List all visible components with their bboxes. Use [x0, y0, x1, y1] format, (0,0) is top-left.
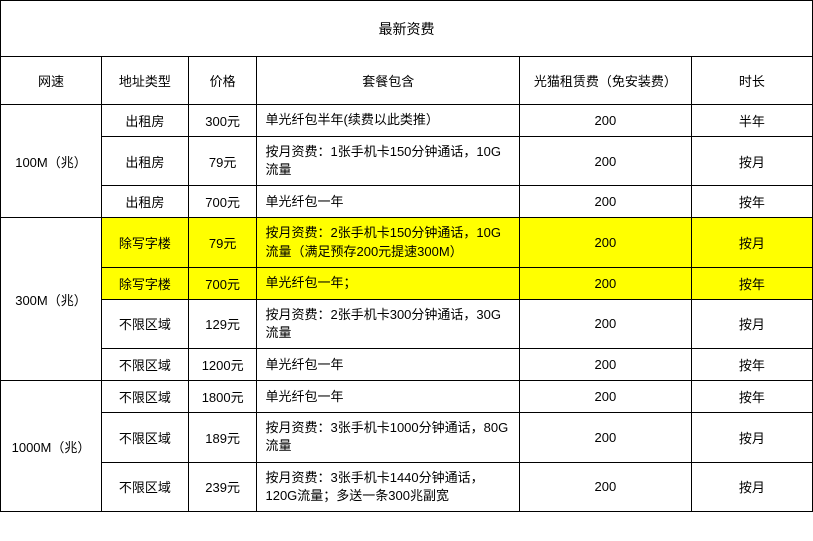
table-header-row: 网速 地址类型 价格 套餐包含 光猫租赁费（免安装费） 时长	[1, 57, 813, 105]
cell-addr: 出租房	[101, 186, 188, 218]
cell-package: 单光纤包一年	[257, 186, 520, 218]
cell-addr: 不限区域	[101, 462, 188, 511]
cell-addr: 出租房	[101, 137, 188, 186]
cell-duration: 按年	[691, 186, 812, 218]
table-row: 不限区域 239元 按月资费：3张手机卡1440分钟通话，120G流量；多送一条…	[1, 462, 813, 511]
cell-modem: 200	[520, 105, 692, 137]
cell-price: 300元	[188, 105, 257, 137]
col-header-addr: 地址类型	[101, 57, 188, 105]
table-row: 300M（兆） 除写字楼 79元 按月资费：2张手机卡150分钟通话，10G流量…	[1, 218, 813, 267]
cell-modem: 200	[520, 462, 692, 511]
cell-price: 79元	[188, 218, 257, 267]
cell-modem: 200	[520, 349, 692, 381]
cell-addr: 不限区域	[101, 413, 188, 462]
cell-package: 按月资费：1张手机卡150分钟通话，10G流量	[257, 137, 520, 186]
cell-duration: 按月	[691, 413, 812, 462]
cell-price: 129元	[188, 299, 257, 348]
cell-price: 189元	[188, 413, 257, 462]
cell-duration: 按年	[691, 349, 812, 381]
cell-package: 按月资费：3张手机卡1440分钟通话，120G流量；多送一条300兆副宽	[257, 462, 520, 511]
table-row: 出租房 700元 单光纤包一年 200 按年	[1, 186, 813, 218]
cell-modem: 200	[520, 413, 692, 462]
table-row: 100M（兆） 出租房 300元 单光纤包半年(续费以此类推） 200 半年	[1, 105, 813, 137]
cell-price: 700元	[188, 186, 257, 218]
cell-price: 1800元	[188, 381, 257, 413]
cell-package: 按月资费：2张手机卡150分钟通话，10G流量（满足预存200元提速300M）	[257, 218, 520, 267]
table-row: 出租房 79元 按月资费：1张手机卡150分钟通话，10G流量 200 按月	[1, 137, 813, 186]
table-row: 不限区域 1200元 单光纤包一年 200 按年	[1, 349, 813, 381]
cell-addr: 不限区域	[101, 349, 188, 381]
cell-price: 700元	[188, 267, 257, 299]
table-row: 除写字楼 700元 单光纤包一年； 200 按年	[1, 267, 813, 299]
cell-modem: 200	[520, 218, 692, 267]
cell-duration: 按月	[691, 299, 812, 348]
cell-speed: 1000M（兆）	[1, 381, 102, 512]
cell-modem: 200	[520, 299, 692, 348]
table-body: 100M（兆） 出租房 300元 单光纤包半年(续费以此类推） 200 半年 出…	[1, 105, 813, 512]
col-header-duration: 时长	[691, 57, 812, 105]
cell-price: 239元	[188, 462, 257, 511]
col-header-package: 套餐包含	[257, 57, 520, 105]
cell-addr: 不限区域	[101, 381, 188, 413]
cell-duration: 按年	[691, 267, 812, 299]
col-header-price: 价格	[188, 57, 257, 105]
cell-duration: 半年	[691, 105, 812, 137]
table-row: 1000M（兆） 不限区域 1800元 单光纤包一年 200 按年	[1, 381, 813, 413]
cell-modem: 200	[520, 186, 692, 218]
cell-package: 单光纤包一年；	[257, 267, 520, 299]
table-row: 不限区域 129元 按月资费：2张手机卡300分钟通话，30G流量 200 按月	[1, 299, 813, 348]
cell-price: 79元	[188, 137, 257, 186]
cell-speed: 300M（兆）	[1, 218, 102, 381]
cell-duration: 按年	[691, 381, 812, 413]
cell-speed: 100M（兆）	[1, 105, 102, 218]
table-title: 最新资费	[1, 1, 813, 57]
pricing-table: 最新资费 网速 地址类型 价格 套餐包含 光猫租赁费（免安装费） 时长 100M…	[0, 0, 813, 512]
cell-price: 1200元	[188, 349, 257, 381]
col-header-speed: 网速	[1, 57, 102, 105]
cell-modem: 200	[520, 381, 692, 413]
col-header-modem: 光猫租赁费（免安装费）	[520, 57, 692, 105]
table-title-row: 最新资费	[1, 1, 813, 57]
cell-package: 单光纤包半年(续费以此类推）	[257, 105, 520, 137]
cell-addr: 不限区域	[101, 299, 188, 348]
cell-package: 按月资费：2张手机卡300分钟通话，30G流量	[257, 299, 520, 348]
cell-duration: 按月	[691, 462, 812, 511]
table-row: 不限区域 189元 按月资费：3张手机卡1000分钟通话，80G流量 200 按…	[1, 413, 813, 462]
cell-addr: 出租房	[101, 105, 188, 137]
cell-modem: 200	[520, 267, 692, 299]
cell-package: 单光纤包一年	[257, 349, 520, 381]
cell-addr: 除写字楼	[101, 218, 188, 267]
cell-modem: 200	[520, 137, 692, 186]
cell-duration: 按月	[691, 218, 812, 267]
cell-addr: 除写字楼	[101, 267, 188, 299]
cell-package: 按月资费：3张手机卡1000分钟通话，80G流量	[257, 413, 520, 462]
cell-duration: 按月	[691, 137, 812, 186]
cell-package: 单光纤包一年	[257, 381, 520, 413]
